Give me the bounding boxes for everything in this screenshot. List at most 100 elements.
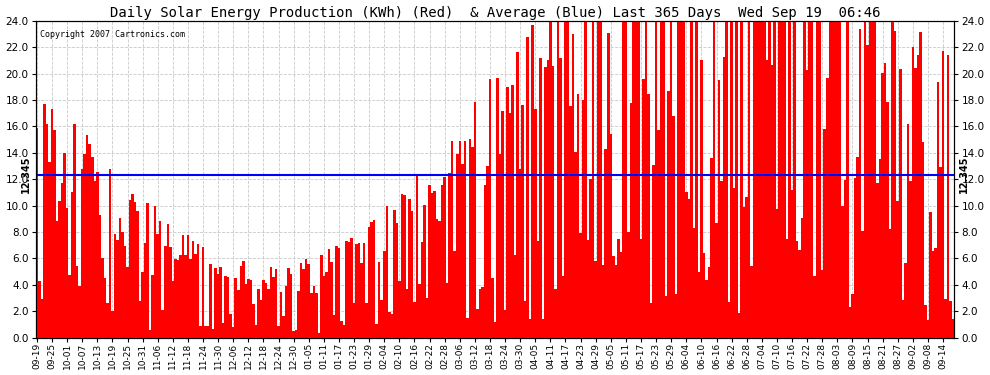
Bar <box>843 180 846 338</box>
Bar <box>742 207 745 338</box>
Bar <box>660 21 662 338</box>
Bar <box>441 185 444 338</box>
Bar <box>856 157 858 338</box>
Bar <box>811 21 814 338</box>
Bar <box>617 238 620 338</box>
Bar <box>336 246 338 338</box>
Bar <box>383 251 385 338</box>
Bar <box>902 300 904 338</box>
Bar <box>866 45 869 338</box>
Bar <box>463 141 466 338</box>
Bar <box>380 300 383 338</box>
Bar <box>151 275 153 338</box>
Bar <box>426 298 429 338</box>
Bar <box>137 211 139 338</box>
Bar <box>607 33 610 338</box>
Bar <box>346 242 347 338</box>
Bar <box>946 55 949 338</box>
Bar <box>197 244 199 338</box>
Bar <box>768 21 770 338</box>
Bar <box>390 314 393 338</box>
Bar <box>582 100 584 338</box>
Bar <box>451 141 453 338</box>
Bar <box>264 283 267 338</box>
Bar <box>385 207 388 338</box>
Bar <box>189 260 192 338</box>
Bar <box>235 278 237 338</box>
Bar <box>871 21 874 338</box>
Bar <box>738 313 741 338</box>
Bar <box>129 200 132 338</box>
Bar <box>277 326 280 338</box>
Bar <box>532 25 534 338</box>
Bar <box>300 263 302 338</box>
Bar <box>215 268 217 338</box>
Bar <box>773 21 775 338</box>
Bar <box>164 246 166 338</box>
Bar <box>429 185 431 338</box>
Bar <box>473 102 476 338</box>
Bar <box>612 256 615 338</box>
Bar <box>884 63 886 338</box>
Text: 12.345: 12.345 <box>959 156 969 194</box>
Bar <box>272 277 275 338</box>
Bar <box>71 192 73 338</box>
Bar <box>202 247 204 338</box>
Bar <box>574 152 577 338</box>
Bar <box>458 141 461 338</box>
Bar <box>831 21 834 338</box>
Bar <box>713 21 715 338</box>
Bar <box>615 265 617 338</box>
Bar <box>308 264 310 338</box>
Bar <box>912 47 914 338</box>
Bar <box>161 310 164 338</box>
Bar <box>846 21 848 338</box>
Bar <box>352 303 355 338</box>
Bar <box>207 326 209 338</box>
Bar <box>858 28 861 338</box>
Bar <box>292 331 295 338</box>
Bar <box>357 243 360 338</box>
Bar <box>153 206 156 338</box>
Bar <box>370 222 373 338</box>
Bar <box>114 234 116 338</box>
Bar <box>501 111 504 338</box>
Bar <box>824 129 826 338</box>
Bar <box>941 51 944 338</box>
Bar <box>625 21 627 338</box>
Bar <box>801 218 803 338</box>
Bar <box>330 262 333 338</box>
Bar <box>693 228 695 338</box>
Bar <box>842 206 843 338</box>
Bar <box>917 56 919 338</box>
Bar <box>139 301 142 338</box>
Bar <box>542 318 545 338</box>
Bar <box>434 191 436 338</box>
Bar <box>519 169 522 338</box>
Bar <box>796 241 798 338</box>
Bar <box>109 170 111 338</box>
Bar <box>889 229 891 338</box>
Bar <box>698 272 700 338</box>
Bar <box>922 142 925 338</box>
Bar <box>179 255 181 338</box>
Bar <box>368 227 370 338</box>
Bar <box>134 202 137 338</box>
Bar <box>569 106 572 338</box>
Bar <box>194 254 197 338</box>
Bar <box>851 294 853 338</box>
Bar <box>949 302 951 338</box>
Bar <box>904 263 907 338</box>
Bar <box>723 57 726 338</box>
Bar <box>506 87 509 338</box>
Bar <box>783 21 786 338</box>
Bar <box>220 267 222 338</box>
Bar <box>398 281 401 338</box>
Bar <box>705 280 708 338</box>
Bar <box>703 253 705 338</box>
Bar <box>285 286 287 338</box>
Bar <box>803 21 806 338</box>
Bar <box>649 303 652 338</box>
Bar <box>736 21 738 338</box>
Bar <box>589 179 592 338</box>
